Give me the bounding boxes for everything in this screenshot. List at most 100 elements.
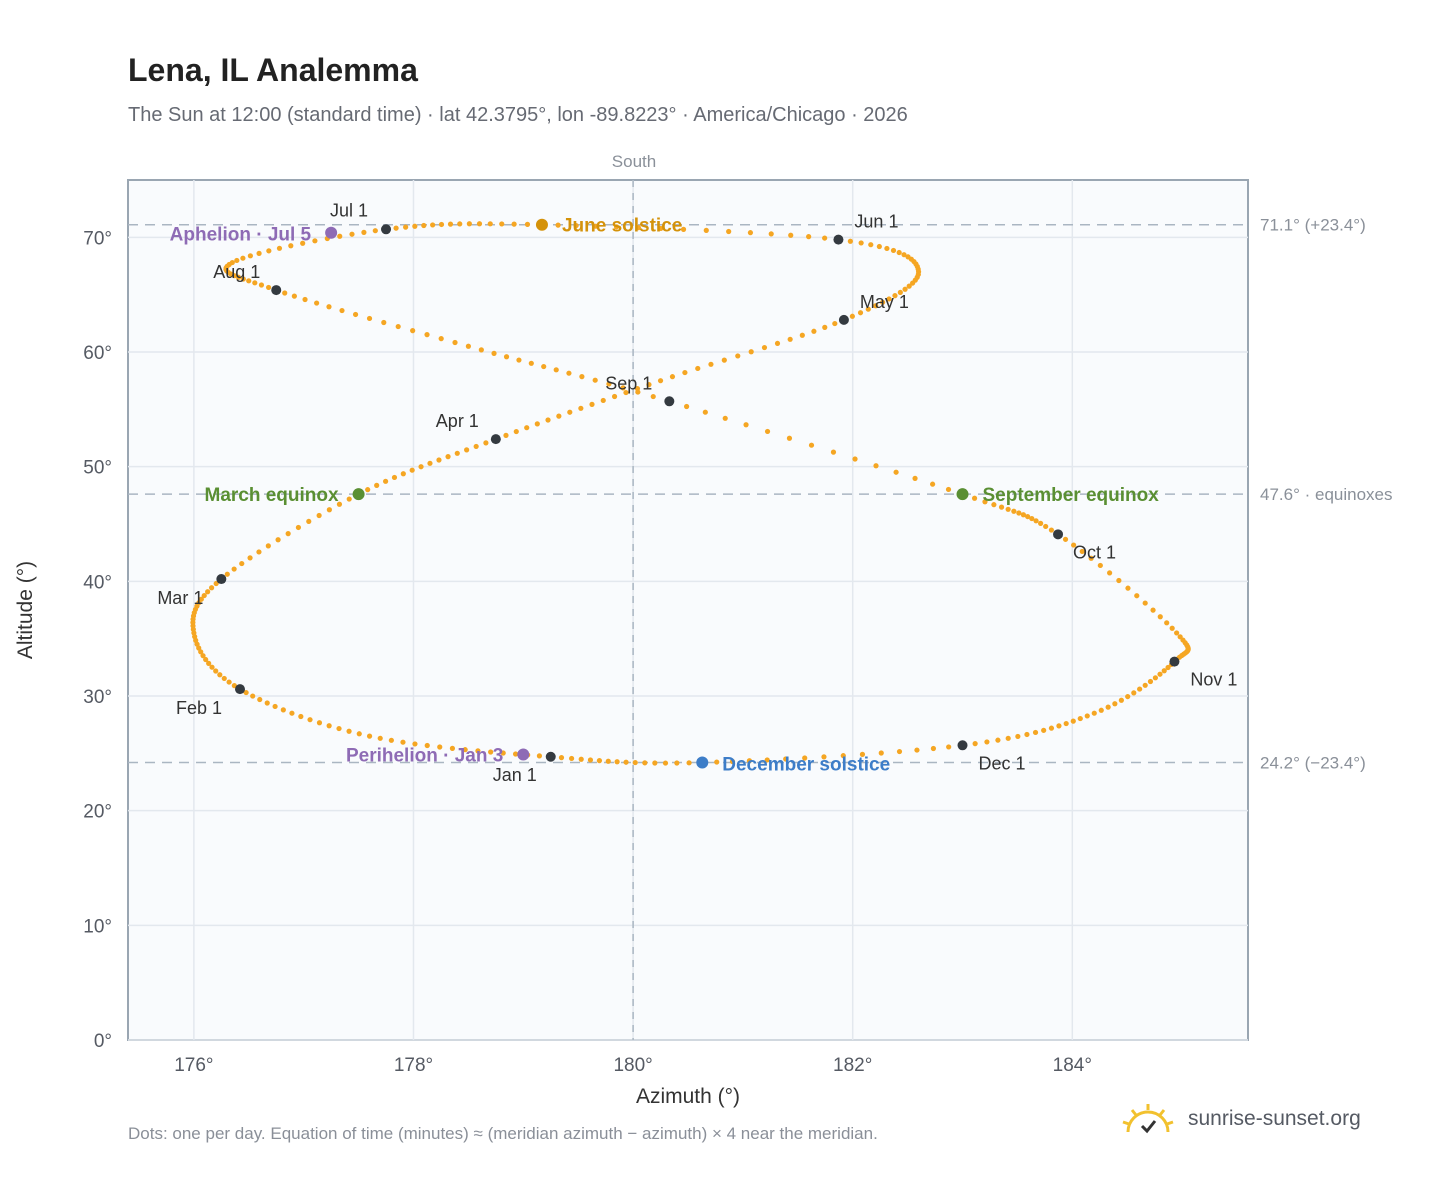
daily-dot: [650, 393, 656, 400]
daily-dot: [339, 307, 345, 314]
daily-dot: [302, 296, 308, 303]
x-tick-label: 178°: [394, 1055, 433, 1076]
daily-dot: [553, 367, 559, 373]
daily-dot: [1077, 715, 1083, 722]
daily-dot: [234, 257, 240, 264]
daily-dot: [1147, 678, 1154, 685]
event-marker: [696, 756, 709, 769]
y-tick-label: 10°: [83, 916, 112, 937]
daily-dot: [246, 278, 252, 284]
daily-dot: [534, 421, 540, 427]
daily-dot: [424, 742, 430, 749]
daily-dot: [280, 707, 286, 713]
daily-dot: [512, 751, 519, 757]
daily-dot: [747, 230, 754, 236]
month-marker: [271, 285, 282, 296]
daily-dot: [412, 741, 418, 747]
daily-dot: [703, 227, 709, 233]
daily-dot: [822, 235, 828, 241]
daily-dot: [247, 253, 253, 259]
daily-dot: [852, 456, 858, 462]
daily-dot: [566, 370, 572, 376]
reference-line-label: 24.2° (−23.4°): [1260, 754, 1366, 773]
plot-area: [127, 179, 1249, 1041]
daily-dot: [998, 504, 1005, 510]
brand[interactable]: sunrise-sunset.org: [1120, 1102, 1361, 1136]
daily-dot: [410, 328, 416, 334]
daily-dot: [783, 756, 789, 762]
daily-dot: [991, 502, 997, 508]
daily-dot: [912, 475, 918, 481]
daily-dot: [346, 496, 352, 502]
daily-dot: [857, 310, 864, 316]
y-tick-label: 50°: [83, 458, 112, 479]
daily-dot: [243, 689, 249, 696]
daily-dot: [1134, 593, 1140, 599]
daily-dot: [272, 703, 278, 710]
daily-dot: [1038, 520, 1044, 526]
x-tick-label: 180°: [613, 1055, 652, 1076]
daily-dot: [307, 717, 313, 723]
x-axis-label: Azimuth (°): [636, 1085, 740, 1108]
daily-dot: [430, 222, 436, 228]
daily-dot: [1079, 548, 1085, 555]
daily-dot: [729, 758, 736, 765]
daily-dot: [1105, 704, 1111, 710]
month-marker-label: Aug 1: [213, 262, 260, 282]
daily-dot: [811, 328, 817, 334]
month-marker: [1169, 656, 1180, 667]
daily-dot: [438, 221, 445, 228]
daily-dots: [190, 221, 1191, 766]
daily-dot: [788, 232, 794, 238]
daily-dot: [721, 357, 727, 363]
daily-dot: [457, 221, 463, 227]
daily-dot: [503, 432, 509, 438]
daily-dot: [858, 240, 864, 246]
daily-dot: [906, 283, 912, 289]
event-label: December solstice: [722, 755, 890, 776]
daily-dot: [879, 299, 886, 305]
daily-dot: [806, 234, 812, 240]
daily-dot: [511, 221, 517, 227]
month-marker-label: May 1: [860, 292, 909, 312]
month-marker: [216, 574, 227, 585]
daily-dot: [893, 469, 899, 475]
daily-dot: [1029, 515, 1035, 522]
event-label: March equinox: [205, 485, 340, 506]
daily-dot: [568, 755, 575, 762]
daily-dot: [623, 389, 629, 396]
daily-dot: [377, 735, 383, 741]
daily-dot: [491, 350, 497, 356]
meridian-label: South: [612, 152, 656, 171]
daily-dot: [558, 755, 565, 761]
daily-dot: [452, 339, 458, 346]
daily-dot: [356, 731, 362, 737]
daily-dot: [349, 231, 355, 237]
daily-dot: [1020, 512, 1027, 518]
daily-dot: [876, 243, 882, 250]
daily-dot: [567, 409, 573, 415]
sun-logo-icon: [1122, 1104, 1174, 1134]
daily-dot: [878, 750, 884, 756]
daily-dot: [746, 758, 753, 764]
daily-dot: [421, 222, 427, 229]
daily-dot: [808, 442, 815, 448]
daily-dot: [264, 700, 270, 706]
daily-dot: [596, 758, 603, 764]
daily-dot: [1048, 725, 1055, 731]
daily-dot: [516, 357, 522, 363]
daily-dot: [946, 744, 952, 750]
daily-dot: [646, 382, 652, 388]
month-marker-label: Nov 1: [1190, 670, 1237, 690]
daily-dot: [500, 750, 506, 756]
daily-dot: [847, 238, 853, 244]
daily-dot: [285, 531, 291, 537]
daily-dot: [465, 343, 471, 349]
daily-dot: [374, 482, 380, 488]
daily-dot: [578, 405, 584, 411]
month-marker-label: Feb 1: [176, 698, 222, 718]
daily-dot: [1107, 570, 1113, 576]
daily-dot: [316, 720, 323, 726]
daily-dot: [1165, 664, 1171, 671]
daily-dot: [466, 221, 472, 227]
